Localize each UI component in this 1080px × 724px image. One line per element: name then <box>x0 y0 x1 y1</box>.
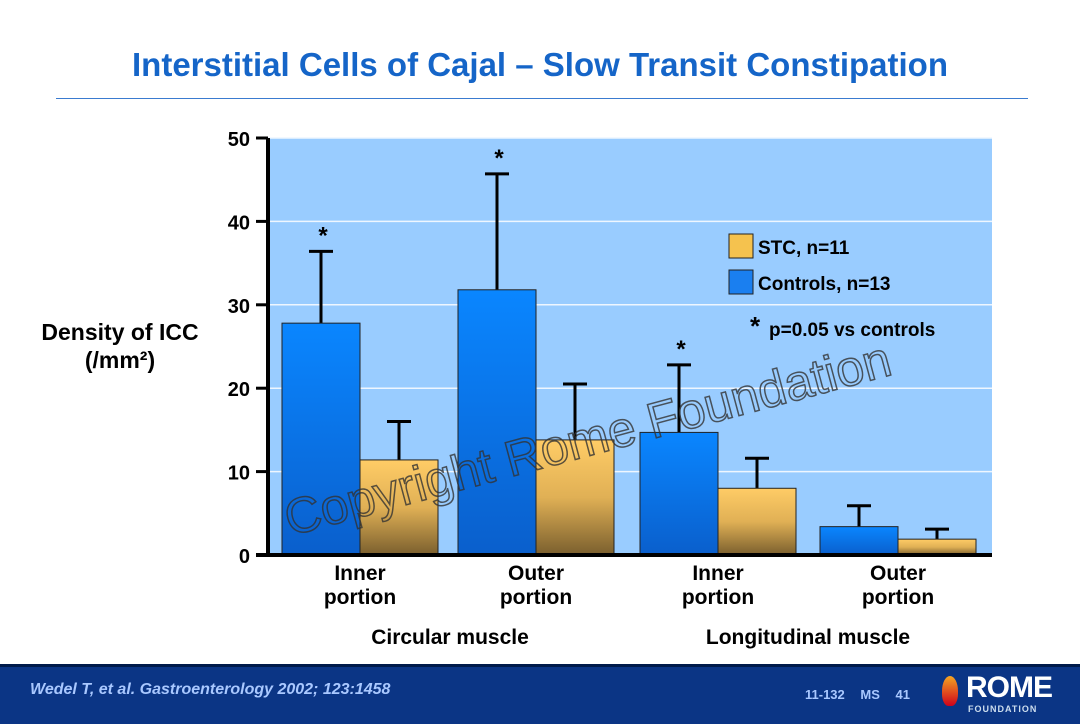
x-tick-label: portion <box>324 586 396 609</box>
y-tick-label: 30 <box>228 296 250 318</box>
logo-word-rome: ROME <box>966 671 1053 704</box>
bar-stc <box>717 487 797 556</box>
rome-foundation-logo: ROME FOUNDATION <box>940 671 1053 715</box>
x-tick-label: Outer <box>870 562 926 585</box>
bar-controls <box>639 431 719 556</box>
y-tick-label: 10 <box>228 463 250 485</box>
annotation-text: p=0.05 vs controls <box>769 320 935 341</box>
significance-marker: * <box>676 336 686 363</box>
bar-stc <box>535 439 615 556</box>
significance-marker: * <box>318 222 328 249</box>
y-axis-label-line1: Density of ICC <box>41 319 199 345</box>
legend-swatch <box>728 269 754 295</box>
x-tick-label: Outer <box>508 562 564 585</box>
citation: Wedel T, et al. Gastroenterology 2002; 1… <box>30 681 391 698</box>
slide-code: 11-132 MS 41 <box>805 687 910 702</box>
x-tick-label: Inner <box>334 562 385 585</box>
y-tick-label: 50 <box>228 129 250 151</box>
x-tick-label: portion <box>862 586 934 609</box>
bar-stc <box>359 459 439 556</box>
x-tick-label: portion <box>500 586 572 609</box>
y-tick-label: 40 <box>228 212 250 234</box>
y-tick-label: 20 <box>228 379 250 401</box>
group-label: Circular muscle <box>371 626 529 649</box>
group-label: Longitudinal muscle <box>706 626 910 649</box>
annotation-marker: * <box>750 311 761 341</box>
footer-bar: Wedel T, et al. Gastroenterology 2002; 1… <box>0 664 1080 724</box>
flame-icon <box>942 676 958 706</box>
bar-controls <box>457 289 537 556</box>
title-divider <box>56 98 1028 99</box>
legend-swatch <box>728 233 754 259</box>
y-tick-label: 0 <box>239 546 250 568</box>
x-tick-label: portion <box>682 586 754 609</box>
y-axis-label-line2: (/mm²) <box>84 347 156 373</box>
bar-controls <box>819 526 899 556</box>
legend-label: Controls, n=13 <box>758 274 891 295</box>
bar-controls <box>281 322 361 556</box>
bar-stc <box>897 538 977 556</box>
slide-title: Interstitial Cells of Cajal – Slow Trans… <box>132 46 948 83</box>
legend-label: STC, n=11 <box>758 238 850 259</box>
logo-word-foundation: FOUNDATION <box>968 704 1038 714</box>
significance-marker: * <box>494 145 504 172</box>
bar-chart: 01020304050*Innerportion*Outerportion*In… <box>228 129 992 649</box>
y-axis-label: Density of ICC (/mm²) <box>20 318 220 374</box>
x-tick-label: Inner <box>692 562 743 585</box>
